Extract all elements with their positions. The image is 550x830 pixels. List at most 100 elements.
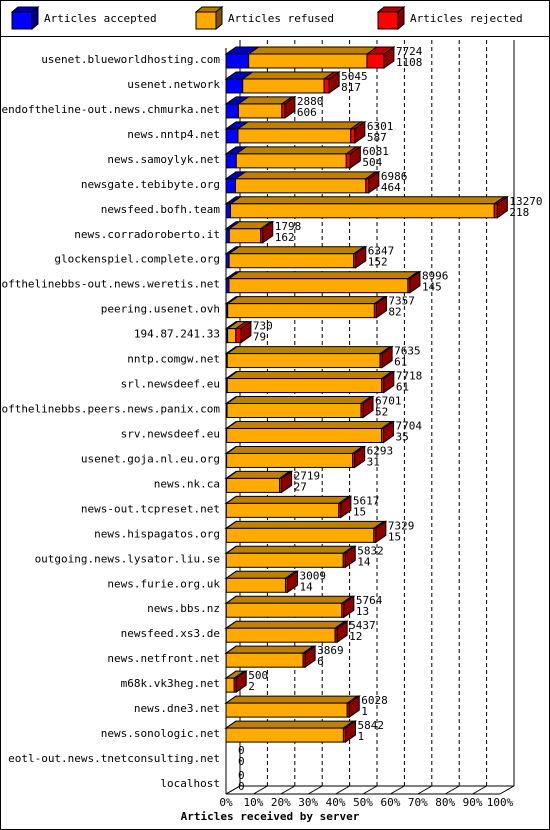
bar-side: [287, 570, 299, 594]
tick-mark: [444, 785, 460, 795]
bar-side: [304, 645, 316, 669]
accepted-label: 27: [294, 480, 307, 493]
bar-top: [225, 346, 392, 355]
bar-top: [247, 46, 379, 55]
legend-swatch: [195, 11, 217, 30]
bar-side: [375, 520, 387, 544]
bar-top: [227, 246, 366, 255]
bar-side: [262, 220, 274, 244]
bar-front: [226, 353, 381, 369]
x-tick-label: 40%: [326, 796, 346, 809]
bar-side: [336, 620, 348, 644]
bar-front: [225, 702, 348, 718]
y-tick-label: news.netfront.net: [107, 652, 220, 665]
bar-top: [225, 396, 373, 405]
bar-front: [225, 203, 231, 219]
bar-front: [242, 78, 325, 94]
bar-top: [224, 595, 354, 604]
accepted-label: 504: [362, 156, 382, 169]
bar-segment: [236, 96, 294, 119]
bar-side: [354, 445, 366, 469]
bar-front: [225, 577, 286, 593]
x-tick-label: 10%: [243, 796, 263, 809]
total-label: 730: [253, 320, 273, 333]
total-label: 6293: [367, 444, 394, 457]
bar-top: [226, 296, 386, 305]
total-label: 5764: [356, 594, 383, 607]
accepted-label: 31: [367, 455, 380, 468]
x-tick-label: 50%: [353, 796, 373, 809]
y-tick-label: news.furie.org.uk: [107, 577, 220, 590]
bar-front: [228, 228, 262, 244]
accepted-label: 152: [368, 256, 388, 269]
bar-front: [237, 103, 283, 119]
total-label: 5832: [357, 544, 384, 557]
bar-front: [226, 477, 281, 493]
bar-front: [226, 452, 354, 468]
y-tick-label: news.hispagatos.org: [94, 527, 220, 540]
bar-front: [235, 153, 347, 169]
total-label: 7724: [396, 45, 423, 58]
bar-segment: [224, 96, 250, 119]
tick-mark: [280, 785, 296, 795]
bar-segment: [225, 396, 373, 419]
accepted-label: 12: [349, 630, 362, 643]
bar-segment: [224, 695, 359, 718]
total-label: 6028: [361, 694, 388, 707]
bar-front: [225, 78, 244, 94]
tick-mark: [335, 785, 350, 795]
bar-side: [375, 295, 387, 319]
bar-side: [343, 595, 355, 619]
y-tick-label: peering.usenet.ovh: [101, 303, 220, 316]
legend-swatch: [11, 11, 33, 30]
y-tick-label: usenet.goja.nl.eu.org: [81, 452, 220, 465]
accepted-label: 2: [248, 680, 255, 693]
y-tick-label: 194.87.241.33: [134, 328, 220, 341]
x-axis-title: Articles received by server: [181, 810, 360, 823]
bar-front: [225, 502, 340, 518]
tick-mark: [417, 785, 433, 795]
bar-front: [225, 552, 344, 568]
bar-segment: [224, 620, 347, 643]
accepted-label: 15: [388, 530, 401, 543]
accepted-label: 0: [238, 755, 245, 768]
bar-side: [383, 420, 395, 444]
bar-front: [225, 627, 336, 643]
y-tick-label: news.nntp4.net: [127, 128, 220, 141]
bar-side: [284, 95, 296, 119]
y-tick-label: news.dne3.net: [134, 702, 220, 715]
bar-segment: [227, 271, 420, 294]
tick-mark: [307, 785, 323, 795]
bar-top: [224, 520, 386, 529]
bar-segment: [228, 196, 506, 219]
bar-front: [323, 78, 330, 94]
bar-front: [227, 328, 237, 344]
bar-side: [344, 545, 356, 569]
bar-front: [345, 153, 351, 169]
y-tick-label: m68k.vk3heg.net: [121, 677, 220, 690]
bar-top: [234, 146, 358, 155]
accepted-label: 61: [394, 356, 407, 369]
bar-segment: [224, 645, 315, 668]
bar-segment: [234, 146, 358, 169]
bar-top: [236, 121, 363, 130]
total-label: 1798: [275, 220, 302, 233]
accepted-label: 35: [396, 430, 409, 443]
total-label: 2880: [297, 95, 324, 108]
total-label: 7635: [394, 345, 421, 358]
bar-front: [226, 403, 362, 419]
y-tick-label: news.nk.ca: [154, 477, 220, 490]
x-tick-label: 100%: [487, 796, 514, 809]
y-tick-label: usenet.blueworldhosting.com: [41, 53, 220, 66]
bar-front: [228, 278, 409, 294]
bar-front: [248, 53, 368, 69]
bar-segment: [365, 46, 396, 69]
y-tick-label: srl.newsdeef.eu: [121, 378, 220, 391]
bar-top: [224, 470, 292, 479]
bar-top: [225, 420, 394, 429]
bar-front: [225, 53, 250, 69]
bar-top: [224, 695, 359, 704]
accepted-label: 0: [238, 780, 245, 793]
accepted-label: 1: [357, 730, 364, 743]
bar-top: [224, 645, 315, 654]
